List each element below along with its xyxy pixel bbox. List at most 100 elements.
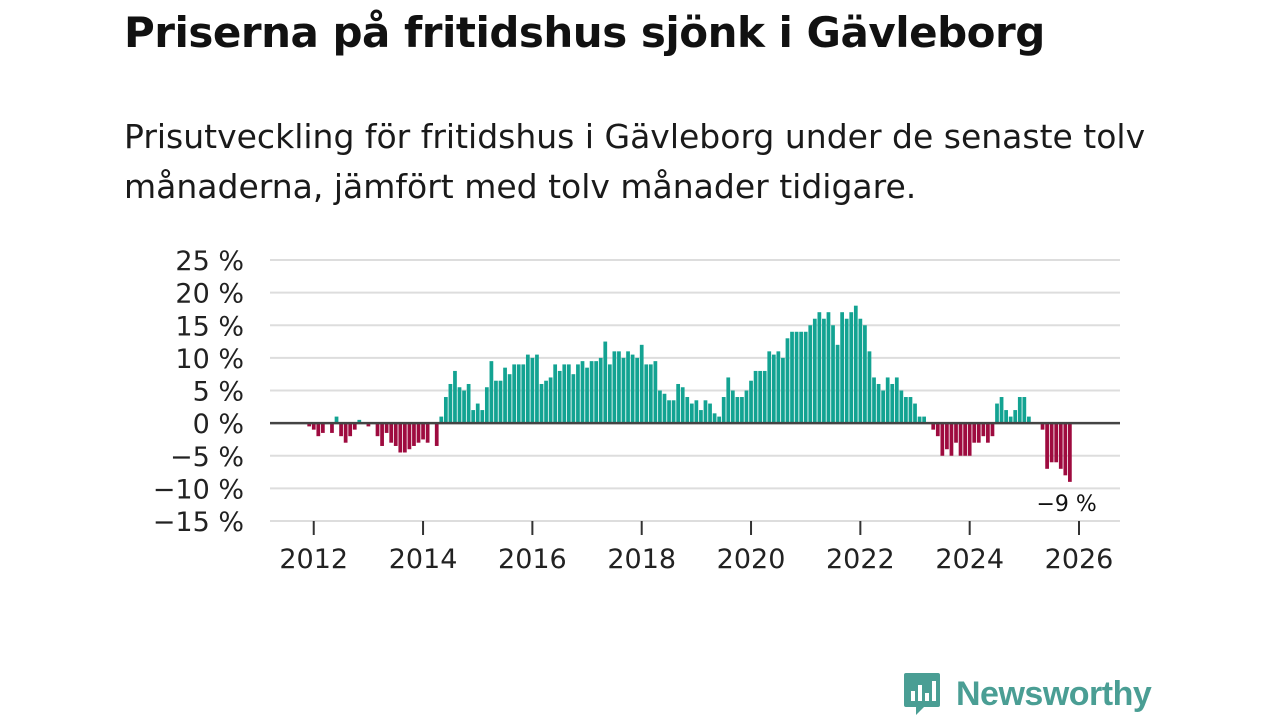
bar xyxy=(589,361,594,424)
bar xyxy=(935,423,940,437)
bar xyxy=(740,397,744,424)
bar xyxy=(343,423,348,443)
bar xyxy=(744,390,749,424)
x-tick-label: 2020 xyxy=(717,544,786,575)
bar xyxy=(726,377,731,424)
bar xyxy=(1068,423,1072,482)
bar xyxy=(494,380,498,424)
bar xyxy=(443,397,448,424)
bar xyxy=(316,423,321,437)
bar xyxy=(853,305,858,424)
bar xyxy=(685,397,690,424)
bar xyxy=(767,351,772,424)
bar xyxy=(894,377,899,424)
bar xyxy=(735,397,740,424)
bar xyxy=(721,397,726,424)
bar xyxy=(1017,397,1022,424)
bar xyxy=(694,400,699,424)
y-tick-label: 25 % xyxy=(175,246,244,277)
x-tick-label: 2016 xyxy=(498,544,567,575)
bar xyxy=(863,325,867,424)
newsworthy-logo-icon xyxy=(904,673,940,715)
bar xyxy=(484,387,489,424)
bar xyxy=(708,403,712,424)
bar xyxy=(585,367,589,424)
bar xyxy=(1022,397,1027,424)
bar xyxy=(776,351,781,424)
bar xyxy=(1004,410,1008,424)
bar xyxy=(439,416,444,424)
bar xyxy=(421,423,425,440)
bar xyxy=(749,380,753,424)
bar xyxy=(689,403,694,424)
bar xyxy=(881,390,885,424)
bar xyxy=(384,423,389,433)
bar xyxy=(949,423,954,456)
y-tick-label: 0 % xyxy=(193,409,244,440)
bar xyxy=(1027,416,1031,424)
bar xyxy=(553,364,558,424)
bar xyxy=(940,423,945,456)
bar xyxy=(703,400,708,424)
bar xyxy=(612,351,617,424)
y-tick-label: 5 % xyxy=(193,377,244,408)
bar xyxy=(890,383,895,424)
bar xyxy=(822,318,826,424)
axes xyxy=(270,421,1120,535)
bar xyxy=(548,377,553,424)
x-tick-label: 2022 xyxy=(826,544,895,575)
bar xyxy=(393,423,398,446)
bar xyxy=(603,341,608,424)
bar xyxy=(503,367,507,424)
bar xyxy=(781,357,785,424)
bar xyxy=(580,361,585,424)
bar xyxy=(507,374,512,424)
bar xyxy=(785,338,790,424)
bar xyxy=(375,423,380,437)
bar xyxy=(630,354,635,424)
bar xyxy=(858,318,863,424)
bar xyxy=(457,387,462,424)
bar xyxy=(844,318,849,424)
bar xyxy=(885,377,890,424)
bar xyxy=(758,370,763,424)
page-title: Priserna på fritidshus sjönk i Gävleborg xyxy=(124,8,1045,57)
bar xyxy=(621,357,626,424)
bar-chart: 25 %20 %15 %10 %5 %0 %−5 %−10 %−15 % 2012… xyxy=(153,246,1120,575)
y-tick-label: −5 % xyxy=(170,442,244,473)
newsworthy-logo: Newsworthy xyxy=(902,670,1152,718)
bar xyxy=(539,383,544,424)
bar xyxy=(425,423,430,443)
bar xyxy=(972,423,977,443)
bar xyxy=(521,364,526,424)
bar xyxy=(840,312,844,424)
bar xyxy=(835,344,840,424)
bar xyxy=(954,423,958,443)
bar xyxy=(512,364,517,424)
bar xyxy=(307,423,312,427)
bar xyxy=(922,416,926,424)
bar xyxy=(648,364,653,424)
bar xyxy=(762,370,767,424)
bar xyxy=(995,403,999,424)
bar xyxy=(475,403,480,424)
bar xyxy=(1049,423,1054,463)
bar xyxy=(607,364,612,424)
bar xyxy=(917,416,922,424)
x-tick-label: 2018 xyxy=(607,544,676,575)
bar xyxy=(1045,423,1049,469)
bar xyxy=(1054,423,1059,463)
bar xyxy=(544,380,548,424)
bar xyxy=(699,410,703,424)
y-tick-label: 20 % xyxy=(175,279,244,310)
bar xyxy=(320,423,325,433)
x-tick-label: 2024 xyxy=(935,544,1004,575)
y-tick-label: 10 % xyxy=(175,344,244,375)
bar xyxy=(803,331,808,424)
bars xyxy=(307,305,1072,482)
bar xyxy=(448,383,453,424)
bar xyxy=(557,370,562,424)
bar xyxy=(471,410,476,424)
x-tick-label: 2012 xyxy=(279,544,348,575)
bar xyxy=(717,416,722,424)
